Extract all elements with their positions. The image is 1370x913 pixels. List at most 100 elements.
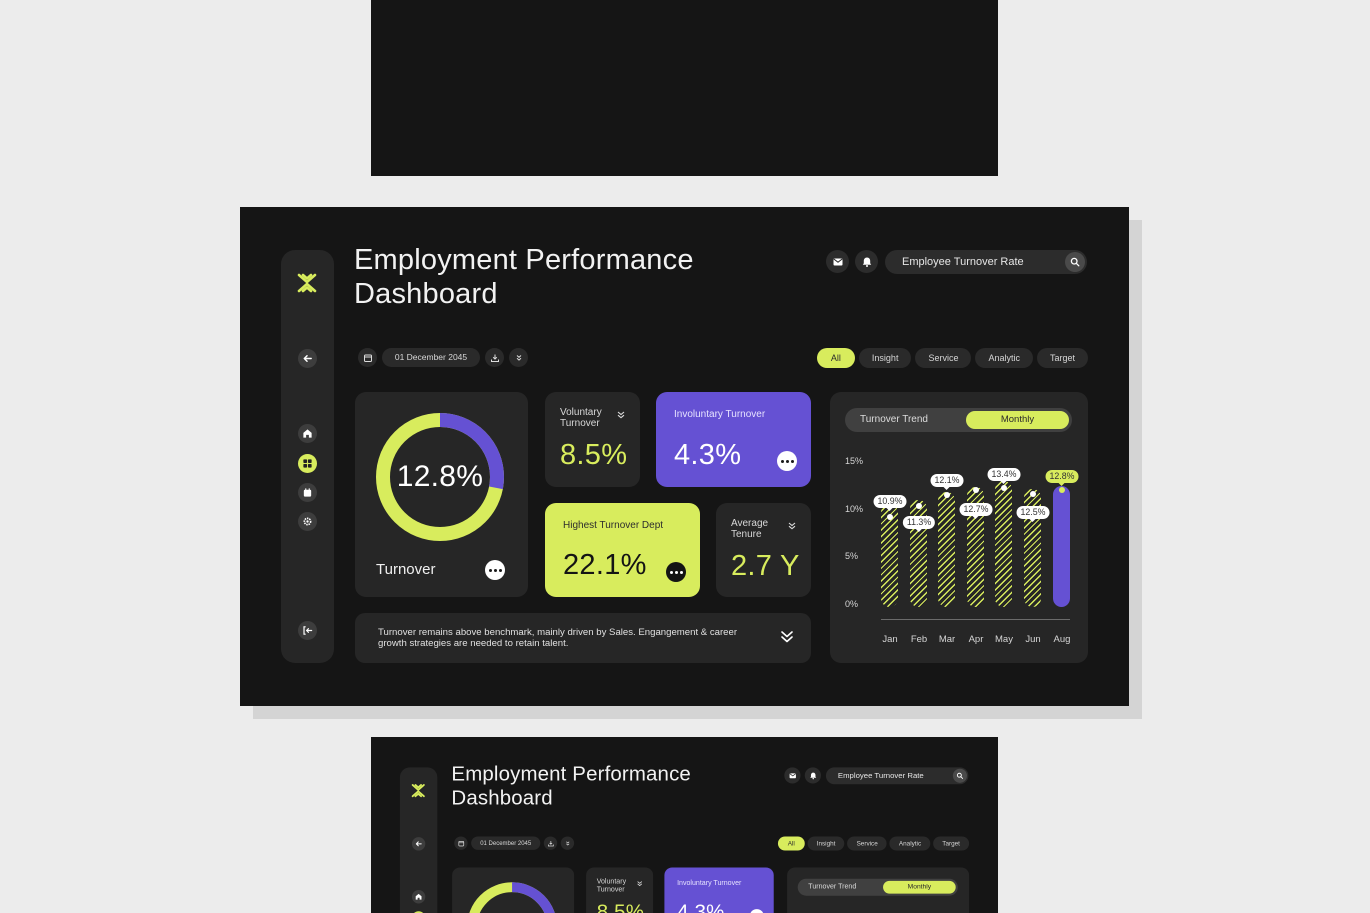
filter-insight[interactable]: Insight bbox=[858, 348, 912, 368]
monthly-tab[interactable]: Monthly bbox=[966, 411, 1069, 429]
average-tenure-value: 2.7 Y bbox=[731, 550, 800, 582]
dashboard: Employment Performance Dashboard Employe… bbox=[240, 207, 1129, 706]
date-picker[interactable]: 01 December 2045 bbox=[382, 348, 480, 367]
point-marker bbox=[944, 492, 950, 498]
search-input[interactable]: Employee Turnover Rate bbox=[837, 771, 924, 781]
sidebar-item-home[interactable] bbox=[411, 890, 426, 904]
sidebar-item-dashboard[interactable] bbox=[298, 454, 317, 473]
back-button[interactable] bbox=[298, 349, 317, 368]
bell-icon bbox=[809, 772, 816, 779]
turnover-label: Turnover bbox=[376, 561, 436, 578]
mail-icon bbox=[789, 772, 796, 778]
sidebar-item-calendar[interactable] bbox=[298, 483, 317, 502]
voluntary-turnover-card: Voluntary Turnover 8.5% bbox=[545, 392, 640, 487]
voluntary-turnover-card: Voluntary Turnover 8.5% bbox=[586, 867, 654, 913]
sidebar-item-dashboard[interactable] bbox=[411, 911, 426, 913]
x-axis-line bbox=[881, 619, 1070, 620]
calendar-button[interactable] bbox=[454, 836, 468, 850]
filter-all[interactable]: All bbox=[816, 348, 855, 368]
turnover-trend-tab[interactable]: Turnover Trend bbox=[808, 882, 857, 891]
dashboard-preview-top: Employment Performance Dashboard Employe… bbox=[371, 0, 998, 176]
double-chevron-down-icon[interactable] bbox=[787, 521, 797, 531]
filter-analytic[interactable]: Analytic bbox=[975, 348, 1033, 368]
involuntary-more-button[interactable] bbox=[749, 909, 764, 913]
back-button[interactable] bbox=[411, 837, 426, 851]
involuntary-more-button[interactable] bbox=[777, 451, 797, 471]
logout-icon bbox=[303, 626, 313, 635]
bar-apr[interactable] bbox=[967, 487, 984, 607]
x-tick: Aug bbox=[1053, 634, 1071, 645]
dashboard-main: Employment Performance Dashboard Employe… bbox=[240, 207, 1129, 706]
search-button[interactable] bbox=[952, 768, 967, 783]
dashboard-grid-icon bbox=[303, 459, 312, 468]
expand-note-icon[interactable] bbox=[779, 629, 795, 645]
y-tick: 15% bbox=[845, 456, 864, 466]
search-input[interactable]: Employee Turnover Rate bbox=[902, 256, 1024, 268]
filter-service[interactable]: Service bbox=[915, 348, 972, 368]
logo-icon bbox=[411, 784, 425, 798]
data-label-apr: 12.7% bbox=[959, 503, 993, 519]
notifications-button[interactable] bbox=[855, 250, 878, 273]
filter-all[interactable]: All bbox=[777, 836, 805, 851]
turnover-donut-chart bbox=[376, 413, 504, 541]
turnover-card: 12.8% Turnover bbox=[452, 867, 575, 913]
y-tick: 5% bbox=[845, 551, 859, 561]
logo-icon bbox=[297, 273, 317, 293]
title-line-1: Employment Performance bbox=[451, 763, 691, 786]
sidebar-item-settings[interactable] bbox=[298, 512, 317, 531]
filter-target[interactable]: Target bbox=[1036, 348, 1088, 368]
turnover-trend-card: Turnover Trend Monthly 15% 10% 5% 0% bbox=[830, 392, 1088, 663]
calendar-button[interactable] bbox=[358, 348, 377, 367]
turnover-trend-tab[interactable]: Turnover Trend bbox=[860, 414, 928, 425]
bar-jan[interactable] bbox=[881, 504, 898, 607]
search-button[interactable] bbox=[1065, 252, 1085, 272]
involuntary-turnover-value: 4.3% bbox=[674, 439, 742, 471]
x-tick: Jun bbox=[1025, 634, 1041, 645]
calendar-icon bbox=[303, 488, 312, 497]
x-tick: Apr bbox=[968, 634, 984, 645]
calendar-icon bbox=[458, 840, 464, 846]
double-chevron-down-icon[interactable] bbox=[636, 880, 643, 887]
turnover-trend-card: Turnover Trend Monthly 15% 10% 5% 0% bbox=[787, 867, 970, 913]
bar-aug[interactable] bbox=[1053, 486, 1070, 607]
monthly-tab[interactable]: Monthly bbox=[883, 880, 956, 894]
point-marker bbox=[887, 514, 893, 520]
search-bar[interactable]: Employee Turnover Rate bbox=[885, 250, 1087, 274]
turnover-more-button[interactable] bbox=[485, 560, 505, 580]
turnover-value: 12.8% bbox=[466, 882, 558, 913]
bell-icon bbox=[862, 257, 871, 267]
page-title: Employment Performance Dashboard bbox=[354, 243, 694, 311]
highest-turnover-dept-value: 22.1% bbox=[563, 549, 647, 581]
mail-button[interactable] bbox=[784, 767, 801, 784]
point-marker bbox=[916, 503, 922, 509]
download-button[interactable] bbox=[485, 348, 504, 367]
notifications-button[interactable] bbox=[804, 767, 821, 784]
expand-button[interactable] bbox=[509, 348, 528, 367]
voluntary-turnover-label: Voluntary Turnover bbox=[596, 878, 627, 894]
expand-button[interactable] bbox=[560, 836, 575, 850]
sidebar-item-home[interactable] bbox=[298, 424, 317, 443]
mail-button[interactable] bbox=[826, 250, 849, 273]
filter-analytic[interactable]: Analytic bbox=[889, 836, 931, 851]
filter-service[interactable]: Service bbox=[847, 836, 887, 851]
date-picker[interactable]: 01 December 2045 bbox=[471, 836, 541, 850]
filter-chips: All Insight Service Analytic Target bbox=[816, 348, 1088, 368]
bar-mar[interactable] bbox=[938, 492, 955, 607]
highest-dept-more-button[interactable] bbox=[666, 562, 686, 582]
data-label-mar: 12.1% bbox=[930, 474, 964, 490]
trend-toggle: Turnover Trend Monthly bbox=[845, 408, 1072, 432]
data-label-jun: 12.5% bbox=[1016, 506, 1050, 522]
sidebar bbox=[281, 250, 334, 663]
involuntary-turnover-label: Involuntary Turnover bbox=[674, 409, 766, 420]
filter-target[interactable]: Target bbox=[933, 836, 970, 851]
filter-insight[interactable]: Insight bbox=[807, 836, 845, 851]
home-icon bbox=[415, 893, 422, 900]
bar-may[interactable] bbox=[995, 481, 1012, 607]
search-bar[interactable]: Employee Turnover Rate bbox=[825, 767, 969, 785]
logout-button[interactable] bbox=[298, 621, 317, 640]
highest-turnover-dept-label: Highest Turnover Dept bbox=[563, 520, 664, 531]
trend-toggle: Turnover Trend Monthly bbox=[797, 878, 958, 896]
double-chevron-down-icon[interactable] bbox=[616, 410, 626, 420]
title-line-2: Dashboard bbox=[354, 278, 498, 310]
download-button[interactable] bbox=[543, 836, 558, 850]
